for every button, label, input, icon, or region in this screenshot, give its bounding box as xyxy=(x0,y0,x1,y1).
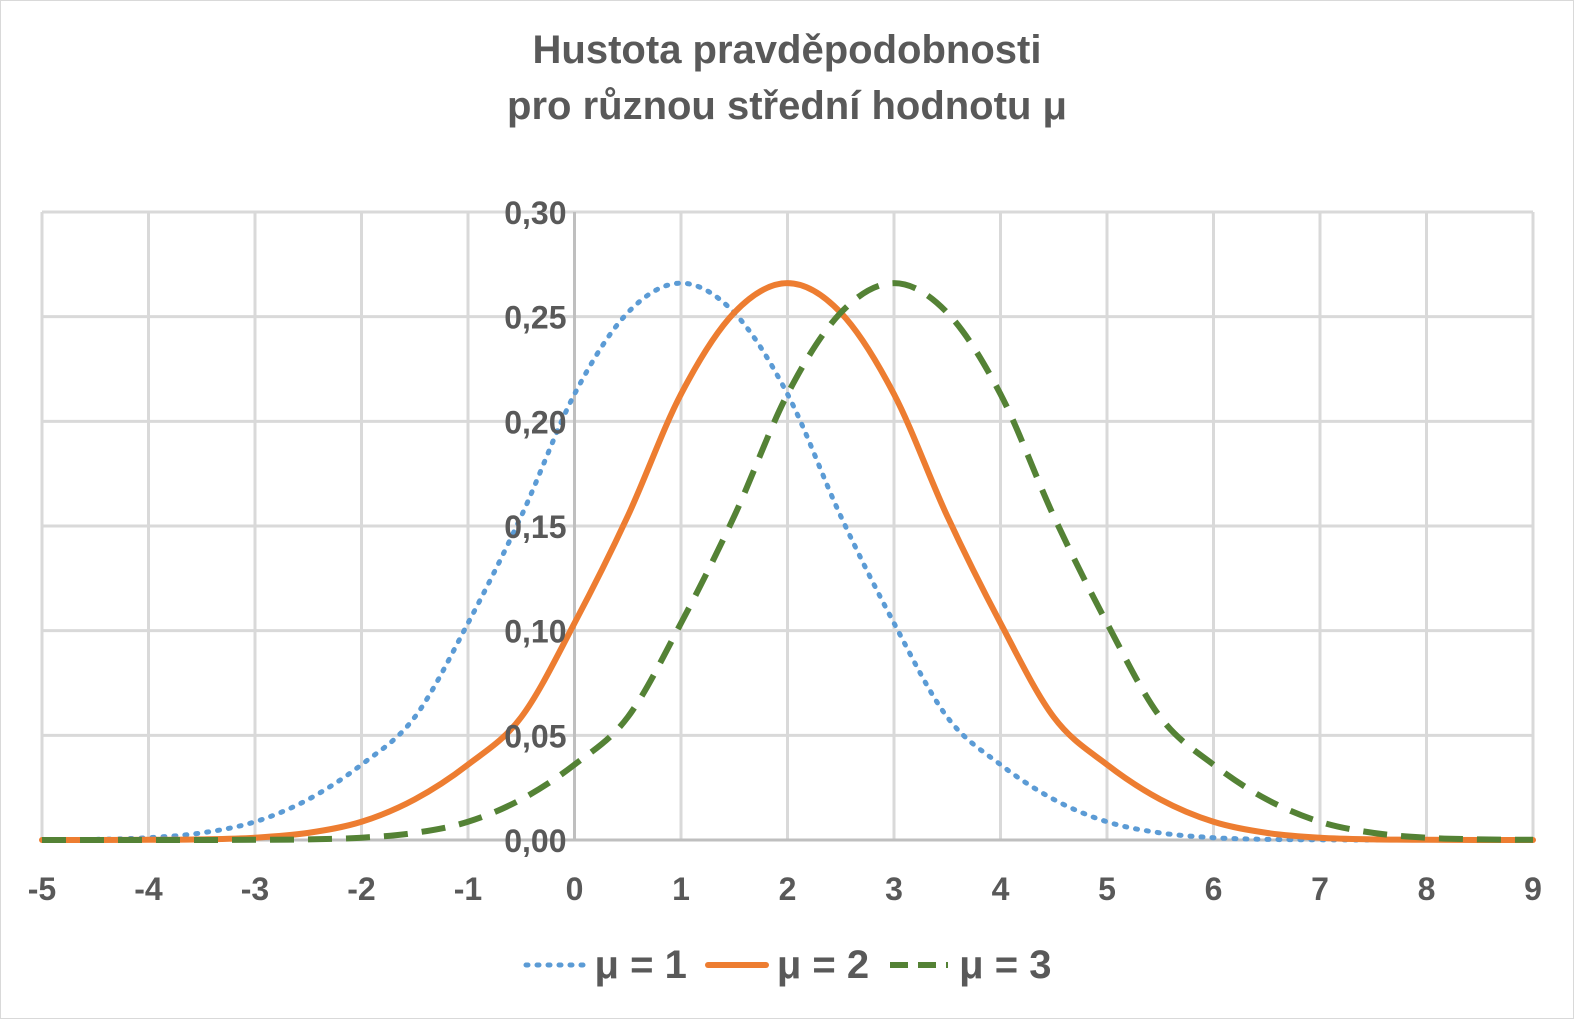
x-tick-label: -1 xyxy=(454,871,482,907)
legend-label: μ = 2 xyxy=(777,943,869,988)
y-tick-label: 0,10 xyxy=(504,614,566,650)
grid xyxy=(42,212,1533,840)
x-tick-label: -4 xyxy=(134,871,163,907)
y-tick-label: 0,15 xyxy=(504,509,566,545)
x-tick-label: -2 xyxy=(347,871,375,907)
y-tick-label: 0,30 xyxy=(504,195,566,231)
x-tick-label: 9 xyxy=(1524,871,1542,907)
x-tick-label: 4 xyxy=(992,871,1010,907)
legend-item-2: μ = 2 xyxy=(705,943,869,988)
x-tick-label: 8 xyxy=(1418,871,1436,907)
x-tick-labels: -5 -4 -3 -2 -1 0 1 2 3 4 5 6 7 8 9 xyxy=(28,871,1542,907)
legend-label: μ = 1 xyxy=(595,943,687,988)
x-tick-label: -3 xyxy=(241,871,269,907)
legend: μ = 1 μ = 2 μ = 3 xyxy=(0,937,1574,993)
y-tick-label: 0,00 xyxy=(504,823,566,859)
y-tick-label: 0,25 xyxy=(504,300,566,336)
y-tick-label: 0,05 xyxy=(504,718,566,754)
legend-swatch xyxy=(887,955,951,975)
x-tick-label: 0 xyxy=(566,871,584,907)
x-tick-label: 1 xyxy=(672,871,690,907)
legend-item-3: μ = 3 xyxy=(887,943,1051,988)
y-tick-label: 0,20 xyxy=(504,404,566,440)
x-tick-label: 7 xyxy=(1311,871,1329,907)
legend-item-1: μ = 1 xyxy=(523,943,687,988)
legend-swatch xyxy=(523,955,587,975)
x-tick-label: 6 xyxy=(1205,871,1223,907)
legend-label: μ = 3 xyxy=(959,943,1051,988)
legend-swatch xyxy=(705,955,769,975)
x-tick-label: 2 xyxy=(779,871,797,907)
x-tick-label: -5 xyxy=(28,871,56,907)
x-tick-label: 3 xyxy=(885,871,903,907)
x-tick-label: 5 xyxy=(1098,871,1116,907)
y-tick-labels: 0,00 0,05 0,10 0,15 0,20 0,25 0,30 xyxy=(504,195,566,859)
